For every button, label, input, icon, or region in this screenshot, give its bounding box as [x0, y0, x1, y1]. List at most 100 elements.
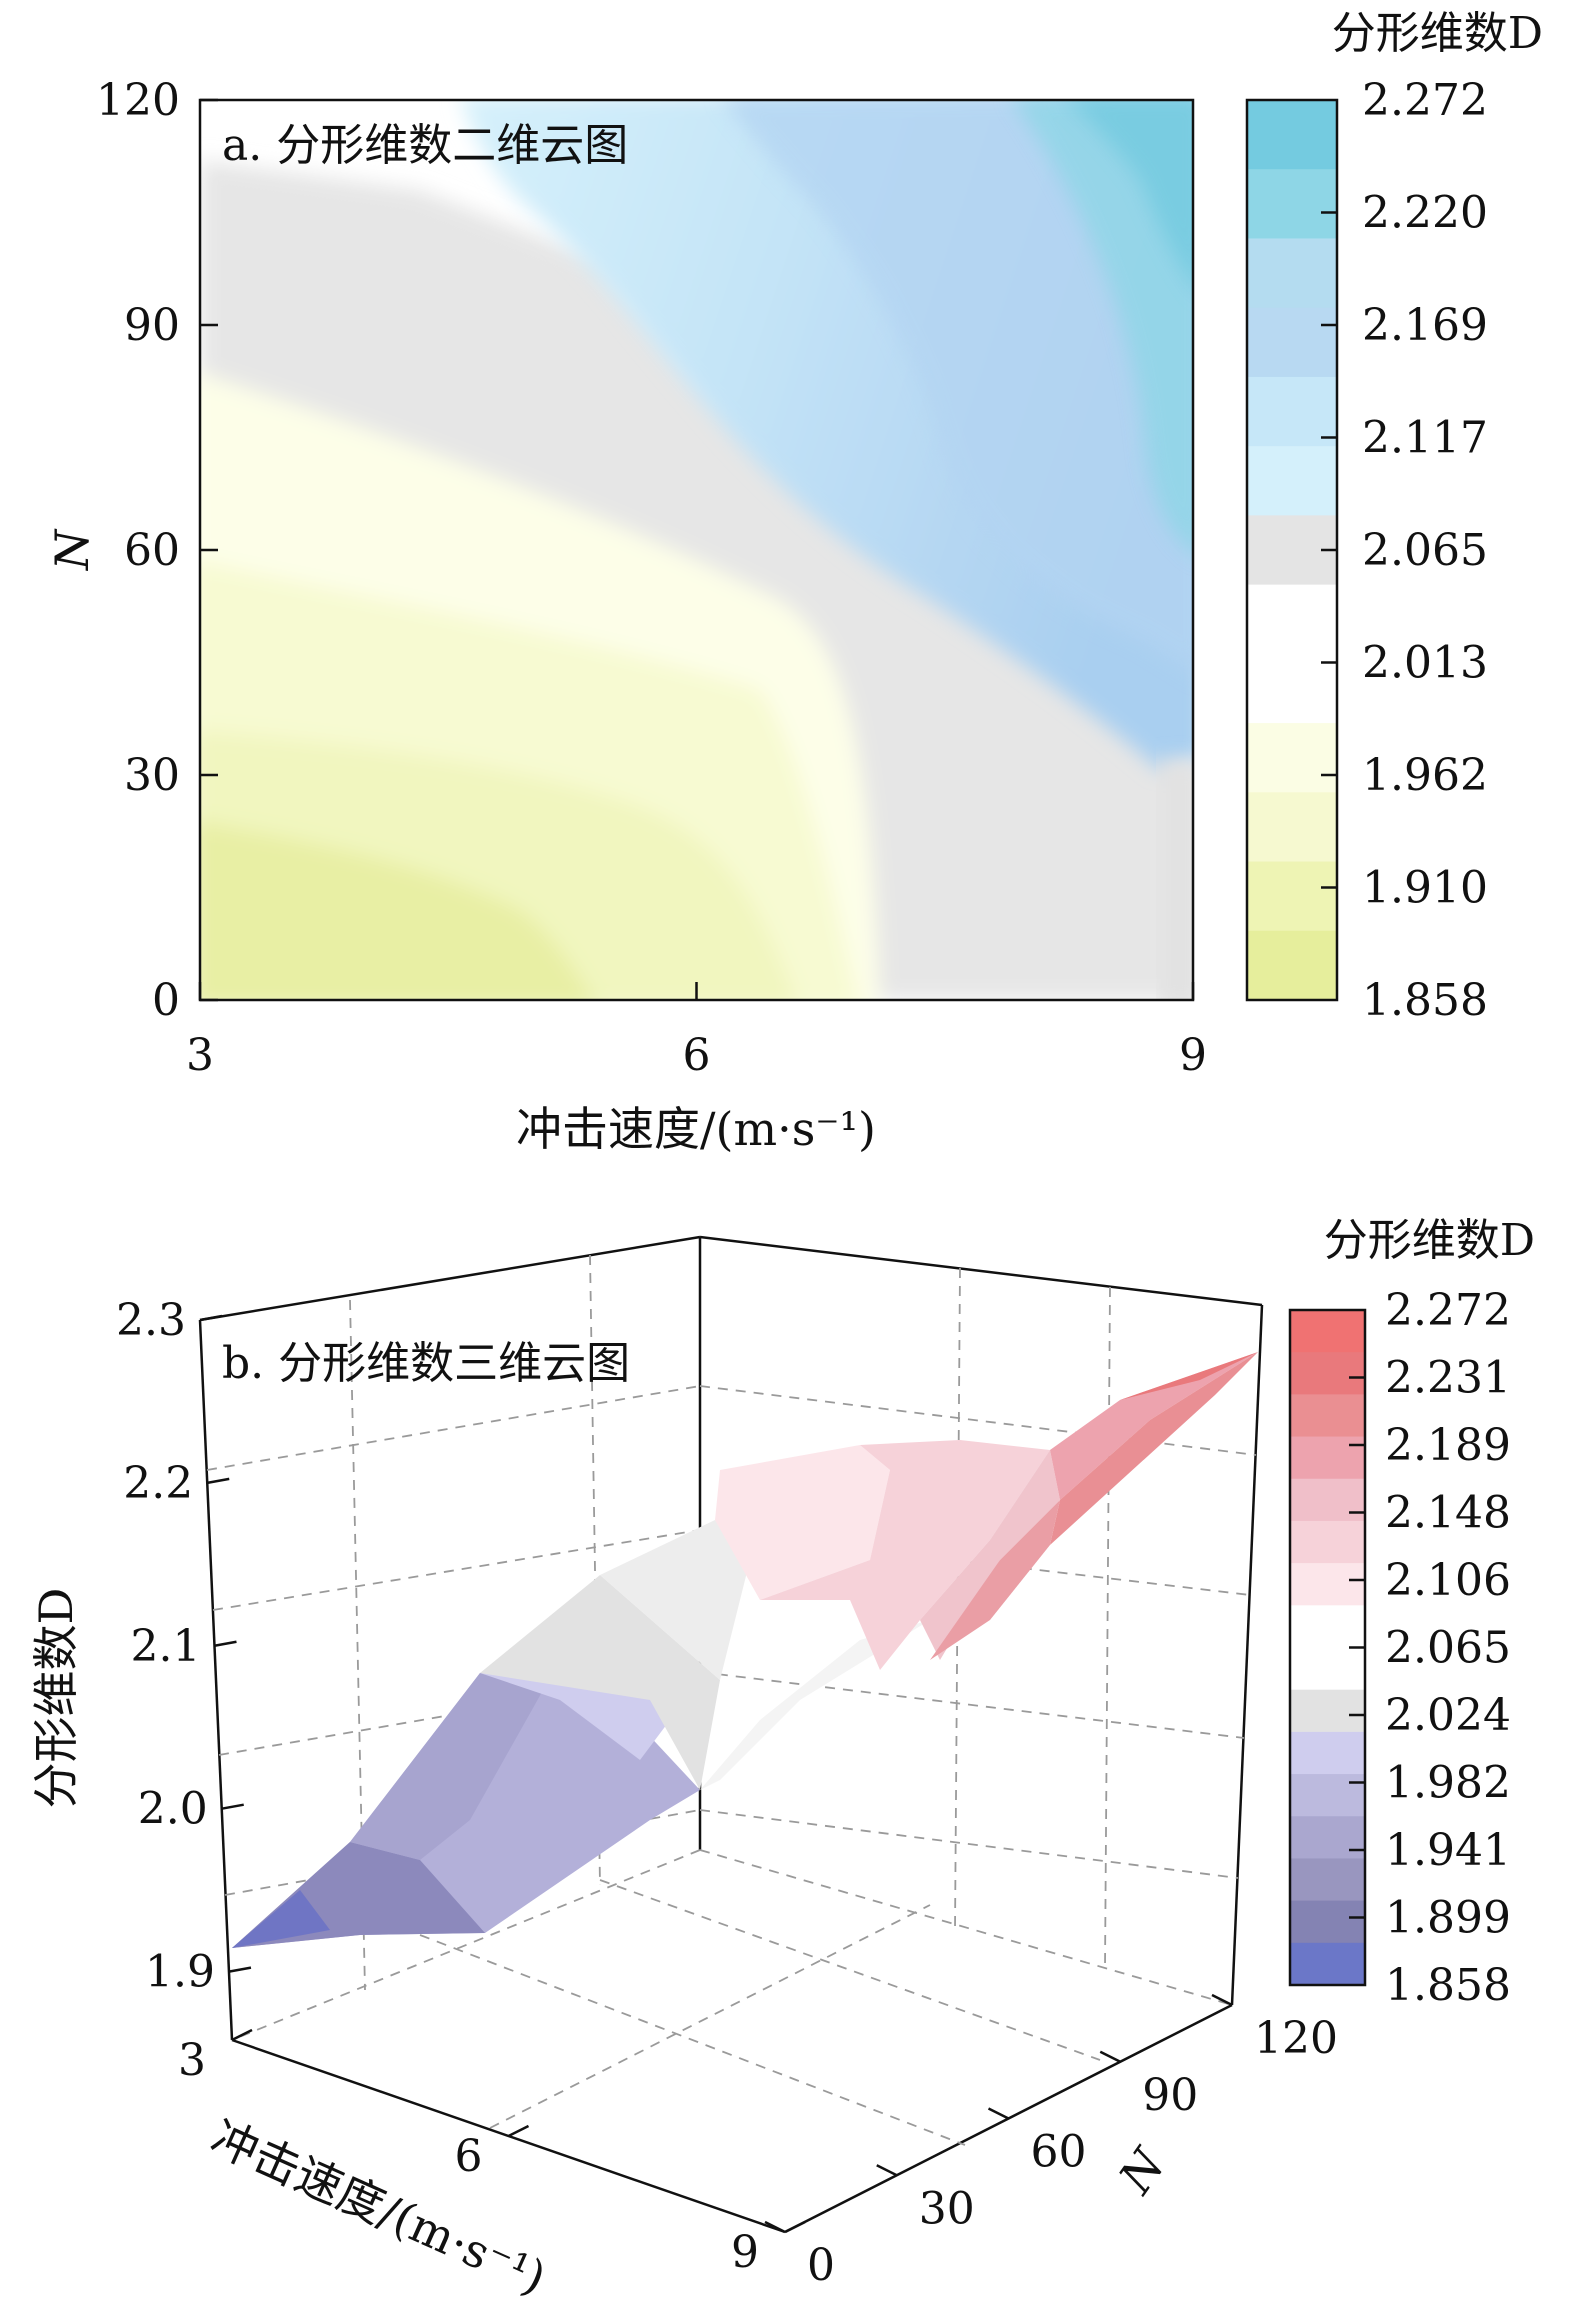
colorbar-band [1290, 1774, 1365, 1817]
heatmap-x-tick-label: 6 [683, 1030, 711, 1081]
surface-panel-title: b. 分形维数三维云图 [222, 1338, 630, 1389]
colorbar-tick-label: 2.272 [1385, 1285, 1511, 1336]
colorbar-tick-label: 2.189 [1385, 1420, 1511, 1471]
colorbar-band [1247, 376, 1337, 447]
heatmap-y-tick-label: 0 [152, 975, 180, 1026]
colorbar-tick-label: 2.065 [1385, 1623, 1511, 1674]
surface-x-tick-label: 9 [731, 2227, 759, 2278]
colorbar-band [1290, 1647, 1365, 1691]
colorbar-tick-label: 1.941 [1385, 1825, 1511, 1876]
colorbar-band [1247, 723, 1337, 793]
surface-axes: 1.9 2.0 2.1 2.2 2.3 3 6 9 0 30 60 90 120 [116, 1295, 1338, 2291]
colorbar-band [1290, 1563, 1365, 1606]
heatmap-colorbar-title: 分形维数D [1332, 8, 1543, 59]
colorbar-tick-label: 2.220 [1362, 188, 1488, 239]
heatmap-y-tick-label: 120 [96, 75, 180, 126]
heatmap-x-tick-label: 3 [186, 1030, 214, 1081]
heatmap-panel-title: a. 分形维数二维云图 [222, 120, 628, 171]
heatmap-y-tick-label: 60 [124, 525, 180, 576]
colorbar-band [1290, 1731, 1365, 1775]
contour-field [200, 100, 1193, 1000]
colorbar-band [1247, 930, 1337, 1001]
surface-z-tick [207, 1477, 230, 1485]
colorbar-band [1247, 446, 1337, 516]
heatmap-y-axis-label: N [45, 528, 99, 571]
heatmap-x-axis-label: 冲击速度/(m·s⁻¹) [516, 1102, 876, 1156]
colorbar-band [1290, 1689, 1365, 1733]
surface-y-tick-label: 0 [807, 2240, 835, 2291]
colorbar-tick-label: 1.910 [1362, 863, 1488, 914]
colorbar-tick-label: 1.858 [1385, 1960, 1511, 2011]
surface-z-tick [228, 1966, 252, 1973]
colorbar-band [1247, 792, 1337, 863]
surface-y-tick [876, 2164, 898, 2177]
surface-y-tick-label: 60 [1031, 2127, 1087, 2178]
surface-colorbar-title: 分形维数D [1324, 1215, 1535, 1266]
surface-z-tick [214, 1640, 237, 1648]
colorbar-band [1290, 1816, 1365, 1860]
colorbar-band [1290, 1520, 1365, 1564]
surface-x-tick-label: 6 [455, 2131, 483, 2182]
surface-y-tick-label: 90 [1142, 2070, 1198, 2121]
colorbar-tick-label: 1.962 [1362, 750, 1488, 801]
surface-mesh [232, 1352, 1258, 1948]
colorbar-band [1290, 1310, 1365, 1353]
surface-x-tick [231, 2028, 253, 2042]
surface-z-tick [199, 1314, 223, 1322]
surface-z-tick-label: 2.3 [116, 1295, 186, 1346]
colorbar-tick-label: 1.982 [1385, 1758, 1511, 1809]
surface-z-tick-label: 1.9 [145, 1947, 215, 1998]
colorbar-band [1290, 1394, 1365, 1438]
colorbar-band [1247, 238, 1337, 309]
surface-y-tick [1211, 1993, 1233, 2007]
colorbar-band [1290, 1942, 1365, 1986]
colorbar-band [1290, 1900, 1365, 1944]
colorbar-tick-label: 2.169 [1362, 300, 1488, 351]
colorbar-band [1247, 169, 1337, 240]
colorbar-tick-label: 2.117 [1362, 413, 1488, 464]
surface-z-tick-label: 2.0 [138, 1784, 208, 1835]
surface-z-tick-label: 2.1 [130, 1621, 200, 1672]
colorbar-band [1247, 100, 1337, 170]
heatmap-y-tick-label: 90 [124, 300, 180, 351]
colorbar-band [1247, 584, 1337, 655]
colorbar-band [1247, 861, 1337, 932]
surface-x-tick [507, 2124, 530, 2138]
surface-panel: b. 分形维数三维云图 1.9 2.0 2.1 2.2 2.3 3 6 9 0 30 60 90 120… [29, 1215, 1535, 2305]
surface-z-tick-label: 2.2 [123, 1458, 193, 1509]
surface-y-tick-label: 30 [919, 2183, 975, 2234]
colorbar-band [1290, 1858, 1365, 1902]
surface-y-tick [987, 2107, 1010, 2120]
colorbar-tick-label: 2.013 [1362, 638, 1488, 689]
colorbar-tick-label: 2.231 [1385, 1353, 1511, 1404]
colorbar-band [1290, 1352, 1365, 1395]
colorbar-tick-label: 1.858 [1362, 975, 1488, 1026]
heatmap-x-tick-label: 9 [1179, 1030, 1207, 1081]
colorbar-tick-label: 2.106 [1385, 1555, 1511, 1606]
surface-x-tick-label: 3 [178, 2035, 206, 2086]
colorbar-band [1290, 1436, 1365, 1480]
colorbar-tick-label: 2.148 [1385, 1488, 1511, 1539]
heatmap-colorbar: 1.858 1.910 1.962 2.013 2.065 2.117 2.169 2.220… [1245, 75, 1488, 1026]
surface-x-tick [784, 2220, 806, 2234]
surface-z-tick [221, 1803, 244, 1810]
colorbar-band [1247, 307, 1337, 378]
surface-colorbar: 1.858 1.899 1.941 1.982 2.024 2.065 2.106 2.148… [1288, 1285, 1511, 2011]
surface-z-axis-label: 分形维数D [29, 1588, 83, 1809]
colorbar-band [1290, 1478, 1365, 1522]
surface-y-tick [1099, 2050, 1121, 2063]
colorbar-tick-label: 2.024 [1385, 1690, 1511, 1741]
surface-y-tick [764, 2220, 786, 2234]
colorbar-tick-label: 2.065 [1362, 525, 1488, 576]
colorbar-tick-label: 2.272 [1362, 75, 1488, 126]
colorbar-tick-label: 1.899 [1385, 1893, 1511, 1944]
surface-x-axis-label: 冲击速度/(m·s⁻¹) [203, 2110, 554, 2306]
heatmap-y-tick-label: 30 [124, 750, 180, 801]
colorbar-band [1290, 1605, 1365, 1649]
colorbar-band [1247, 653, 1337, 724]
surface-y-tick-label: 120 [1254, 2013, 1338, 2064]
surface-y-axis-label: N [1108, 2137, 1177, 2203]
